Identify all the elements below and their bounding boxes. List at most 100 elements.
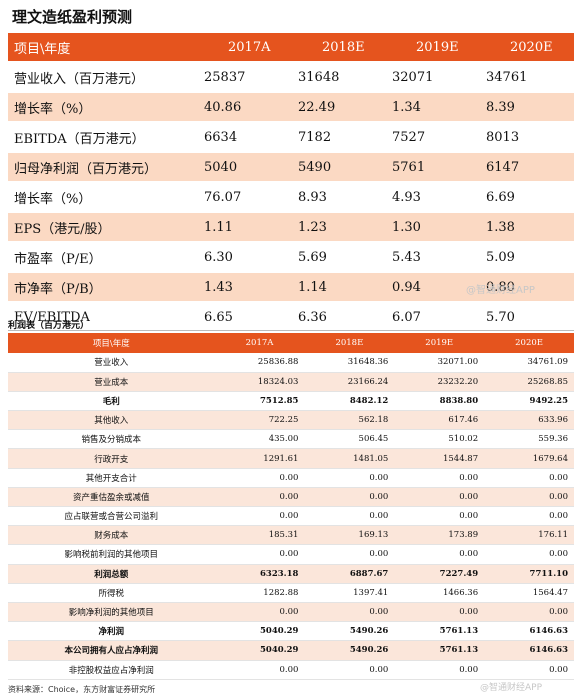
row-value: 5.69 <box>298 249 327 265</box>
row-value: 34761 <box>486 69 528 85</box>
row-value: 40.86 <box>198 93 292 121</box>
income-row: 影响净利润的其他项目 0.00 0.00 0.00 0.00 <box>8 602 574 623</box>
row-value: 31648.36 <box>304 353 395 373</box>
row-value: 8482.12 <box>304 391 395 412</box>
source-note: 资料来源：Choice，东方财富证券研究所 <box>8 685 156 694</box>
row-label: 利润总额 <box>8 564 215 584</box>
watermark-bottom: @智通财经APP <box>480 683 543 693</box>
header-year: 2017A <box>214 333 305 353</box>
row-value: 7182 <box>298 129 332 145</box>
row-value: 0.00 <box>484 487 574 508</box>
row-value: 8.93 <box>298 189 327 205</box>
income-statement-title: 利润表（百万港元） <box>8 321 90 331</box>
row-label: 市净率（P/B） <box>8 273 198 301</box>
row-value: 6147 <box>480 153 574 181</box>
header-year: 2019E <box>386 33 480 61</box>
row-value: 559.36 <box>484 429 574 450</box>
row-label: 增长率（%） <box>8 93 198 121</box>
row-value: 76.07 <box>204 189 242 205</box>
income-row: 销售及分销成本 435.00 506.45 510.02 559.36 <box>8 429 574 450</box>
row-value: 173.89 <box>394 525 485 546</box>
row-value: 6146.63 <box>484 640 574 661</box>
divider <box>8 330 574 331</box>
row-value: 6146.63 <box>484 621 574 642</box>
row-value: 0.00 <box>304 602 395 623</box>
row-value: 6.36 <box>298 309 327 325</box>
row-value: 0.00 <box>394 602 485 623</box>
income-row: 行政开支 1291.61 1481.05 1544.87 1679.64 <box>8 448 574 469</box>
income-row: 毛利 7512.85 8482.12 8838.80 9492.25 <box>8 391 574 412</box>
row-value: 5490 <box>292 153 386 181</box>
row-value: 1.43 <box>198 273 292 301</box>
row-value: 25268.85 <box>484 372 574 392</box>
row-value: 23166.24 <box>304 372 395 392</box>
forecast-title: 理文造纸盈利预测 <box>12 8 133 26</box>
row-value: 0.00 <box>484 660 574 680</box>
row-value: 0.00 <box>214 506 305 527</box>
row-value: 1291.61 <box>214 448 305 469</box>
row-value: 5.43 <box>392 249 421 265</box>
row-value: 22.49 <box>292 93 386 121</box>
row-value: 0.80 <box>480 273 574 301</box>
row-value: 31648 <box>298 69 340 85</box>
row-value: 6323.18 <box>214 564 305 584</box>
row-label: 影响净利润的其他项目 <box>8 602 215 623</box>
row-value: 34761.09 <box>484 353 574 373</box>
row-label: 归母净利润（百万港元） <box>8 153 198 181</box>
income-row: 非控股权益应占净利润 0.00 0.00 0.00 0.00 <box>8 660 574 680</box>
row-label: EV/EBITDA <box>14 309 90 325</box>
row-value: 1564.47 <box>484 583 574 603</box>
row-label: 营业收入 <box>8 353 215 373</box>
row-value: 0.00 <box>394 468 485 488</box>
row-value: 1.14 <box>292 273 386 301</box>
row-value: 5.09 <box>486 249 515 265</box>
income-row: 其他收入 722.25 562.18 617.46 633.96 <box>8 410 574 431</box>
row-value: 185.31 <box>214 525 305 546</box>
row-value: 0.00 <box>484 602 574 623</box>
row-value: 6.07 <box>392 309 421 325</box>
row-value: 5761.13 <box>394 640 485 661</box>
row-value: 722.25 <box>214 410 305 431</box>
row-value: 5040 <box>198 153 292 181</box>
header-year: 2017A <box>198 33 292 61</box>
row-label: 营业收入（百万港元） <box>14 71 145 87</box>
row-value: 1.30 <box>386 213 480 241</box>
row-value: 8.39 <box>480 93 574 121</box>
watermark-top: @智通财经APP <box>466 285 535 296</box>
income-header-row: 项目\年度 2017A 2018E 2019E 2020E <box>8 333 574 353</box>
row-label: EPS（港元/股） <box>8 213 198 241</box>
forecast-row: 增长率（%） 76.07 8.93 4.93 6.69 <box>8 183 574 211</box>
row-label: 净利润 <box>8 621 215 642</box>
row-value: 1544.87 <box>394 448 485 469</box>
header-year: 2020E <box>480 33 574 61</box>
row-value: 0.00 <box>214 487 305 508</box>
row-value: 0.00 <box>394 487 485 508</box>
forecast-table: 项目\年度 2017A 2018E 2019E 2020E 营业收入（百万港元） 25837… <box>8 31 574 333</box>
row-value: 1679.64 <box>484 448 574 469</box>
row-label: 所得税 <box>8 583 215 603</box>
row-value: 7527 <box>392 129 426 145</box>
row-value: 0.00 <box>214 660 305 680</box>
row-value: 5040.29 <box>214 621 305 642</box>
row-value: 6.30 <box>204 249 233 265</box>
row-value: 6887.67 <box>304 564 395 584</box>
row-value: 435.00 <box>214 429 305 450</box>
row-value: 1397.41 <box>304 583 395 603</box>
income-row: 影响税前利润的其他项目 0.00 0.00 0.00 0.00 <box>8 544 574 565</box>
row-value: 169.13 <box>304 525 395 546</box>
row-label: 财务成本 <box>8 525 215 546</box>
income-row: 资产重估盈余或减值 0.00 0.00 0.00 0.00 <box>8 487 574 508</box>
forecast-row: 营业收入（百万港元） 25837 31648 32071 34761 <box>8 63 574 91</box>
row-value: 0.00 <box>214 544 305 565</box>
row-value: 0.00 <box>304 487 395 508</box>
row-label: 影响税前利润的其他项目 <box>8 544 215 565</box>
row-value: 506.45 <box>304 429 395 450</box>
row-label: 应占联营或合营公司溢利 <box>8 506 215 527</box>
row-label: 行政开支 <box>8 448 215 469</box>
row-value: 0.00 <box>484 506 574 527</box>
row-label: 销售及分销成本 <box>8 429 215 450</box>
row-value: 1.34 <box>386 93 480 121</box>
row-value: 617.46 <box>394 410 485 431</box>
row-value: 5761.13 <box>394 621 485 642</box>
row-value: 1282.88 <box>214 583 305 603</box>
